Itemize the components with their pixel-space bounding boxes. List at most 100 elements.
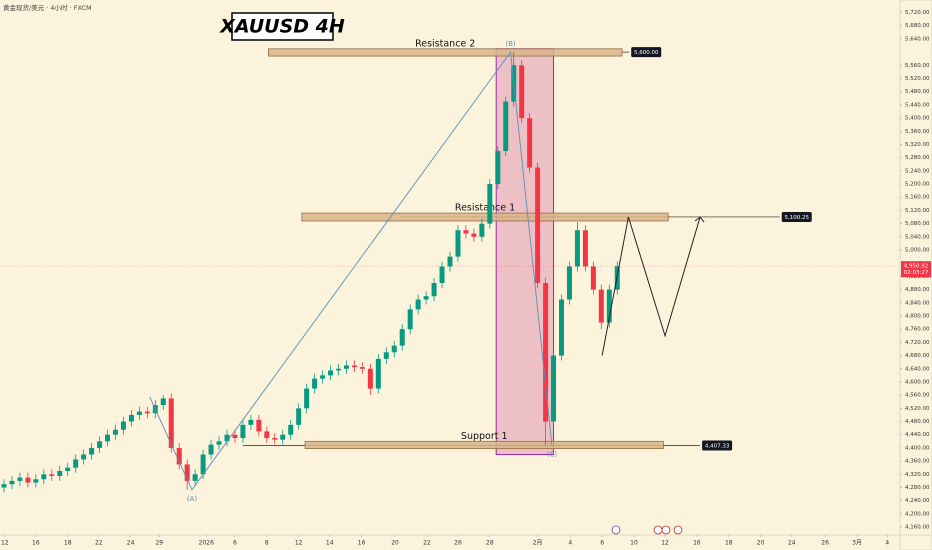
y-tick-label: 5,520.00	[905, 76, 930, 82]
y-tick-label: 4,880.00	[905, 287, 930, 293]
candle-body	[248, 419, 254, 425]
candle-body	[431, 283, 437, 297]
candle-body	[144, 411, 150, 414]
candle-body	[519, 65, 525, 119]
y-tick-label: 5,560.00	[905, 63, 930, 69]
y-tick-label: 4,600.00	[905, 379, 930, 385]
candle-body	[439, 266, 445, 284]
y-tick-label: 4,760.00	[905, 327, 930, 333]
candle-body	[136, 411, 142, 415]
candle-body	[272, 438, 278, 440]
candle-body	[33, 479, 39, 483]
price-tag-label: 4,407.33	[705, 444, 730, 450]
candle-body	[487, 184, 493, 224]
y-tick-label: 4,720.00	[905, 340, 930, 346]
y-tick-label: 5,640.00	[905, 36, 930, 42]
candle-body	[89, 447, 95, 455]
x-tick-label: 8	[265, 540, 269, 547]
x-tick-label: 22	[95, 540, 103, 547]
y-tick-label: 4,320.00	[905, 472, 930, 478]
candle-body	[343, 365, 349, 369]
y-tick-label: 4,200.00	[905, 511, 930, 517]
x-tick-label: 12	[661, 540, 669, 547]
candle-body	[551, 355, 557, 422]
y-tick-label: 5,480.00	[905, 89, 930, 95]
x-tick-label: 12	[1, 540, 9, 547]
title-box	[231, 12, 334, 41]
y-tick-label: 4,240.00	[905, 498, 930, 504]
x-tick-label: 12	[295, 540, 303, 547]
x-tick-label: 24	[788, 540, 796, 547]
candle-body	[399, 329, 405, 346]
wave-label: (A)	[187, 495, 198, 503]
candle-body	[471, 233, 477, 237]
x-tick-label: 2月	[533, 540, 543, 547]
candle-body	[582, 230, 588, 267]
x-tick-label: 4	[568, 540, 572, 547]
candle-body	[280, 434, 286, 440]
projection-arrow	[694, 216, 705, 223]
candle-body	[320, 375, 326, 379]
event-icons	[611, 525, 683, 535]
x-tick-label: 6	[600, 540, 604, 547]
price-tag-label: 5,100.25	[784, 215, 809, 221]
x-tick-label: 16	[358, 540, 366, 547]
y-tick-label: 4,280.00	[905, 485, 930, 491]
x-tick-label: 18	[64, 540, 72, 547]
candle-body	[574, 230, 580, 267]
candle-body	[97, 441, 103, 448]
candle-body	[590, 266, 596, 290]
y-tick-label: 4,840.00	[905, 300, 930, 306]
x-tick-label: 6	[233, 540, 237, 547]
current-price-tag	[901, 261, 931, 278]
candle-body	[168, 398, 174, 448]
wave-label: (B)	[505, 40, 516, 48]
candle-body	[415, 299, 421, 310]
candle-body	[335, 368, 341, 371]
x-tick-label: 3月	[852, 540, 862, 547]
candle-body	[17, 477, 23, 481]
wave-label: (C)	[547, 451, 558, 459]
candle-body	[463, 230, 469, 234]
y-tick-label: 5,440.00	[905, 102, 930, 108]
y-tick-label: 4,800.00	[905, 313, 930, 319]
y-tick-label: 4,480.00	[905, 419, 930, 425]
candle-body	[407, 309, 413, 330]
wave-line	[149, 50, 553, 491]
x-tick-label: 2026	[199, 540, 214, 547]
x-tick-label: 26	[454, 540, 462, 547]
current-price-label: 4,950.92	[904, 264, 929, 270]
x-tick-label: 16	[693, 540, 701, 547]
candle-body	[543, 283, 549, 422]
candle-body	[288, 424, 294, 435]
candle-body	[224, 434, 230, 442]
candle-body	[328, 370, 334, 376]
candle-body	[527, 118, 533, 168]
x-tick-label: 10	[630, 540, 638, 547]
candle-body	[256, 419, 262, 432]
candle-body	[312, 378, 318, 389]
candle-body	[65, 467, 71, 472]
candle-body	[112, 429, 118, 435]
y-tick-label: 5,000.00	[905, 248, 930, 254]
candle-body	[606, 289, 612, 323]
event-icon	[673, 525, 683, 535]
y-tick-label: 4,680.00	[905, 353, 930, 359]
candle-body	[41, 474, 47, 480]
event-icon	[653, 525, 663, 535]
x-tick-label: 20	[757, 540, 765, 547]
candle-body	[479, 223, 485, 237]
x-tick-label: 28	[486, 540, 494, 547]
candle-body	[208, 444, 214, 455]
y-tick-label: 4,360.00	[905, 459, 930, 465]
candle-body	[192, 474, 198, 481]
y-tick-label: 5,200.00	[905, 182, 930, 188]
zone	[301, 212, 669, 222]
event-icon	[611, 525, 621, 535]
y-tick-label: 5,080.00	[905, 221, 930, 227]
candle-body	[535, 167, 541, 284]
y-tick-label: 5,400.00	[905, 116, 930, 122]
x-tick-label: 22	[423, 540, 431, 547]
